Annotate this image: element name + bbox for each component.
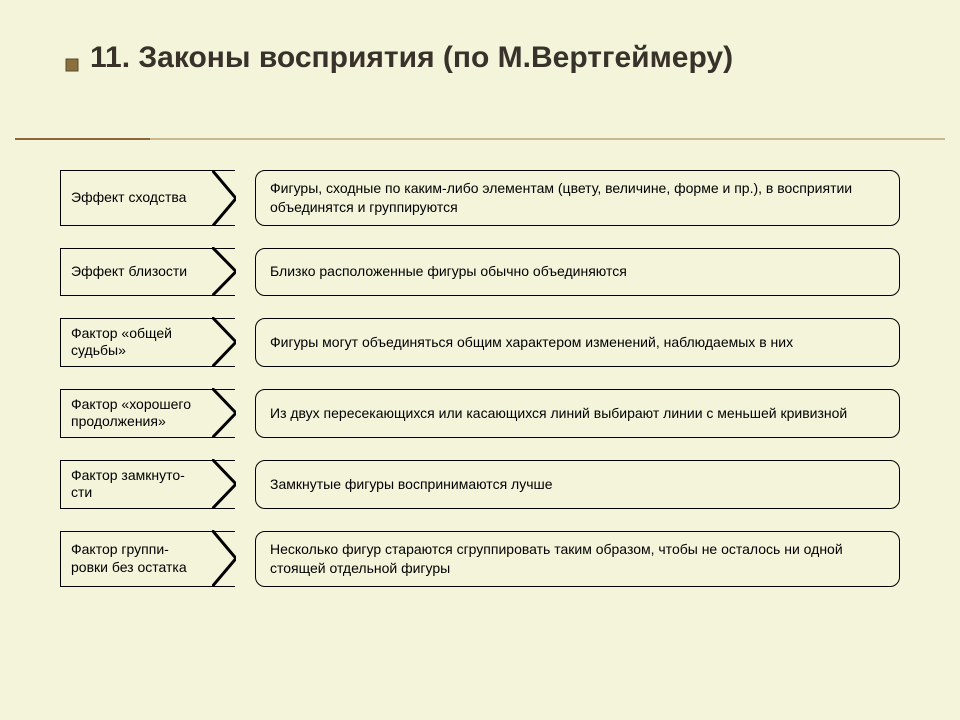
description-box: Фигуры, сходные по каким-либо элементам … xyxy=(255,170,900,226)
list-row: Фактор группи-ровки без остатка Несколько… xyxy=(60,531,900,587)
chevron-right-icon xyxy=(212,170,236,227)
description-text: Близко расположенные фигуры обычно объед… xyxy=(270,262,627,281)
tag-label: Фактор «хорошего продолжения» xyxy=(71,396,205,431)
chevron-right-icon xyxy=(212,530,236,587)
description-box: Из двух пересекающихся или касающихся ли… xyxy=(255,389,900,438)
divider-right xyxy=(150,138,945,140)
content-list: Эффект сходства Фигуры, сходные по каким-… xyxy=(60,170,900,609)
description-text: Несколько фигур стараются сгруппировать … xyxy=(270,540,885,578)
description-text: Фигуры могут объединяться общим характер… xyxy=(270,333,793,352)
tag-box: Фактор группи-ровки без остатка xyxy=(60,531,235,587)
list-row: Фактор «хорошего продолжения» Из двух пер… xyxy=(60,389,900,438)
chevron-right-icon xyxy=(212,247,236,296)
tag-label: Эффект сходства xyxy=(71,189,186,207)
chevron-right-icon xyxy=(212,388,236,438)
list-row: Фактор «общей судьбы» Фигуры могут объеди… xyxy=(60,318,900,367)
tag-label: Фактор замкнуто-сти xyxy=(71,467,205,502)
tag-label: Фактор группи-ровки без остатка xyxy=(71,541,205,576)
tag-label: Эффект близости xyxy=(71,263,187,281)
divider xyxy=(15,138,945,140)
tag-box: Фактор «общей судьбы» xyxy=(60,318,235,367)
description-text: Из двух пересекающихся или касающихся ли… xyxy=(270,404,847,423)
chevron-right-icon xyxy=(212,317,236,367)
tag-box: Фактор замкнуто-сти xyxy=(60,460,235,509)
description-box: Несколько фигур стараются сгруппировать … xyxy=(255,531,900,587)
list-row: Эффект близости Близко расположенные фигу… xyxy=(60,248,900,296)
tag-box: Эффект близости xyxy=(60,248,235,296)
tag-box: Эффект сходства xyxy=(60,170,235,226)
description-box: Замкнутые фигуры воспринимаются лучше xyxy=(255,460,900,509)
slide: 11. Законы восприятия (по М.Вертгеймеру)… xyxy=(0,0,960,720)
description-text: Фигуры, сходные по каким-либо элементам … xyxy=(270,179,885,217)
divider-left xyxy=(15,138,150,140)
list-row: Эффект сходства Фигуры, сходные по каким-… xyxy=(60,170,900,226)
slide-title: 11. Законы восприятия (по М.Вертгеймеру) xyxy=(90,40,900,76)
title-block: 11. Законы восприятия (по М.Вертгеймеру) xyxy=(90,40,900,76)
tag-label: Фактор «общей судьбы» xyxy=(71,325,205,360)
description-box: Фигуры могут объединяться общим характер… xyxy=(255,318,900,367)
title-bullet-icon xyxy=(65,58,79,72)
tag-box: Фактор «хорошего продолжения» xyxy=(60,389,235,438)
list-row: Фактор замкнуто-сти Замкнутые фигуры восп… xyxy=(60,460,900,509)
description-box: Близко расположенные фигуры обычно объед… xyxy=(255,248,900,296)
description-text: Замкнутые фигуры воспринимаются лучше xyxy=(270,475,553,494)
chevron-right-icon xyxy=(212,459,236,509)
